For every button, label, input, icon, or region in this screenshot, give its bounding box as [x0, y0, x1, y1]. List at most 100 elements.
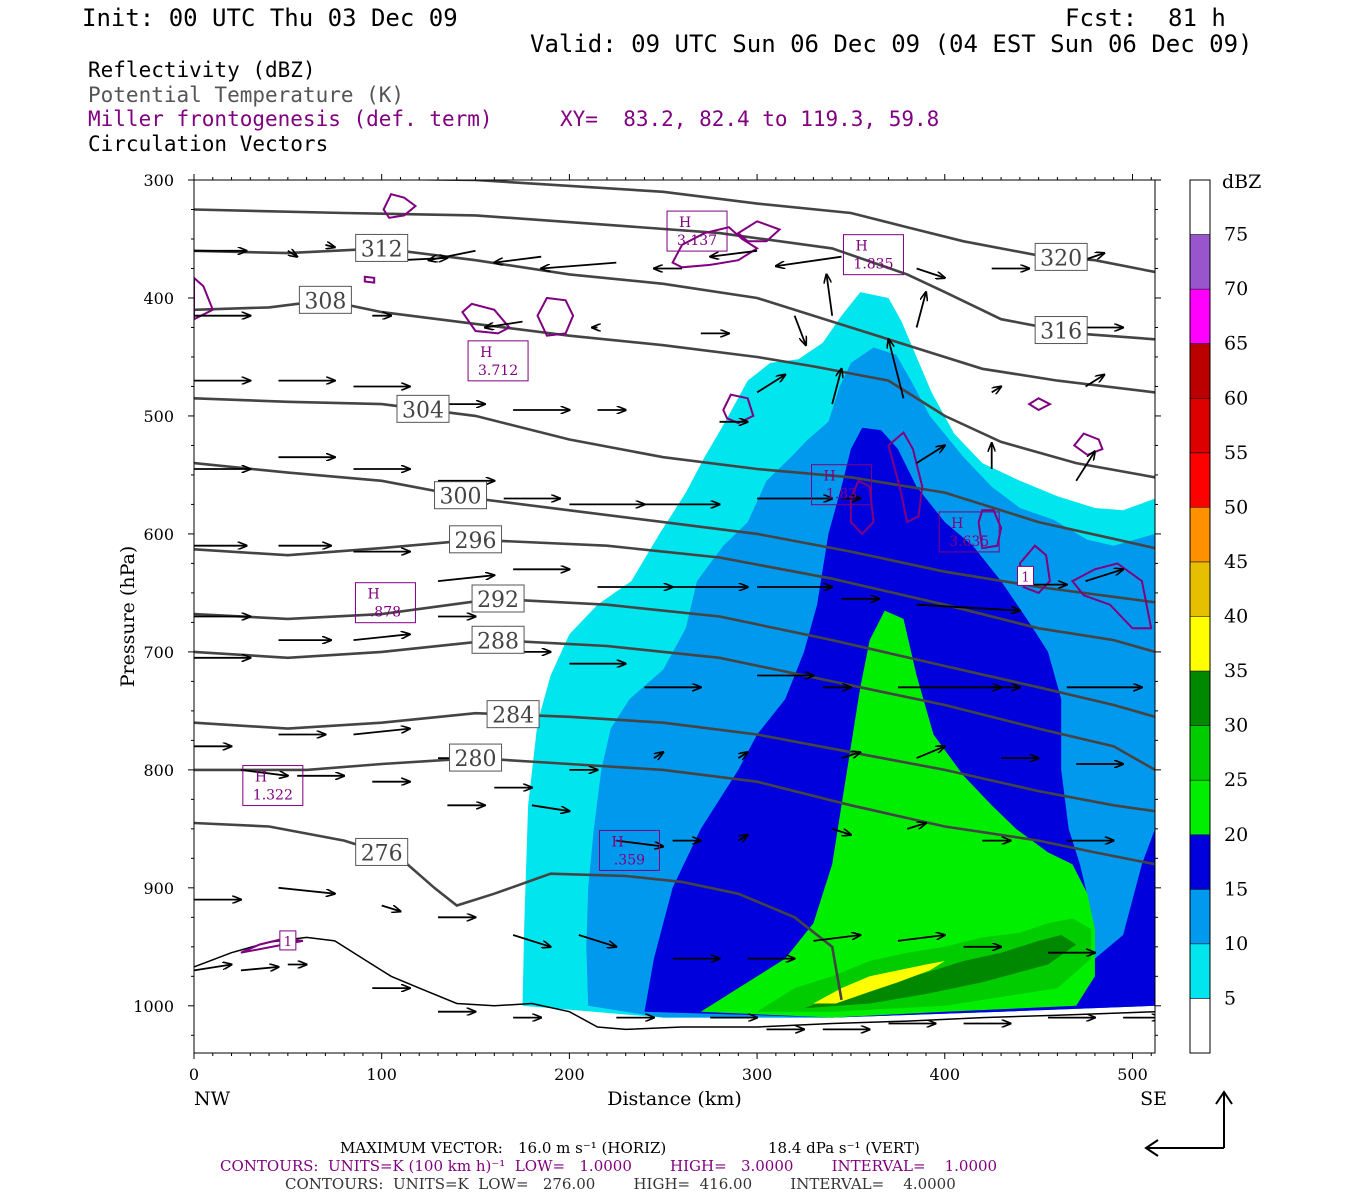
- circulation-vector: [991, 387, 1001, 393]
- x-axis-right-label: SE: [1140, 1088, 1167, 1110]
- init-time: Init: 00 UTC Thu 03 Dec 09: [82, 4, 458, 32]
- y-tick-label: 400: [143, 289, 174, 308]
- frontogenesis-contour: [671, 226, 759, 269]
- colorbar-level-label: 40: [1224, 606, 1248, 628]
- circulation-vector: [653, 752, 663, 758]
- circulation-vector: [841, 752, 861, 759]
- frontogenesis-high-marker: H: [611, 834, 623, 850]
- frontogenesis-label-box: [811, 464, 873, 506]
- colorbar-swatch: [1190, 616, 1210, 672]
- colorbar-level-label: 60: [1224, 387, 1248, 409]
- circulation-vector: [541, 261, 617, 269]
- x-axis-label: Distance (km): [607, 1088, 742, 1110]
- theta-label-box-304: [396, 394, 450, 423]
- x-tick-label: 500: [1117, 1065, 1148, 1084]
- colorbar-swatch: [1190, 234, 1210, 290]
- frontogenesis-high-marker: H: [679, 215, 691, 231]
- circulation-vector: [1075, 451, 1095, 482]
- circulation-vector: [776, 255, 842, 266]
- frontogenesis-label-box: [598, 829, 660, 871]
- circulation-vector: [512, 934, 551, 947]
- circulation-vector: [485, 320, 523, 328]
- circulation-vector: [616, 839, 663, 847]
- circulation-vector: [916, 445, 945, 464]
- circulation-vector: [578, 934, 617, 947]
- frontogenesis-contour: [1072, 432, 1104, 457]
- circulation-vector: [1085, 375, 1105, 388]
- frontogenesis-label-box: [354, 582, 416, 624]
- frontogenesis-contour: [1018, 544, 1051, 595]
- colorbar-swatch: [1190, 998, 1210, 1053]
- frontogenesis-high-marker: H: [855, 239, 867, 255]
- frontogenesis-high-marker: H: [255, 770, 267, 786]
- theta-label-316: 316: [1040, 320, 1082, 345]
- circulation-vector: [194, 965, 232, 972]
- theta-label-box-288: [471, 625, 525, 654]
- circulation-vector: [827, 274, 834, 316]
- frontogenesis-high-marker: H: [824, 469, 836, 485]
- theta-label-300: 300: [440, 485, 482, 510]
- theta-label-280: 280: [455, 747, 497, 772]
- frontogenesis-contours: [194, 193, 1153, 954]
- theta-label-box-316: [1034, 316, 1088, 345]
- x-tick-label: 0: [189, 1065, 199, 1084]
- colorbar-swatch: [1190, 452, 1210, 508]
- legend-xy: XY= 83.2, 82.4 to 119.3, 59.8: [560, 107, 940, 131]
- circulation-vector: [531, 804, 570, 811]
- x-axis-left-label: NW: [194, 1088, 231, 1110]
- y-tick-label: 500: [143, 407, 174, 426]
- x-tick-label: 200: [554, 1065, 585, 1084]
- reflectivity-fill: [522, 292, 1155, 1018]
- theta-contour-280: [194, 756, 1155, 866]
- frontogenesis-contour-label: 1: [284, 935, 292, 950]
- colorbar-swatch: [1190, 180, 1210, 235]
- theta-contour-296: [194, 538, 1155, 654]
- circulation-vector: [429, 249, 476, 260]
- axes: 300 400 500 600 700 800 900 1000 0 100 200 300 400 50…: [117, 171, 1167, 1110]
- frontogenesis-label-box: [242, 765, 304, 807]
- circulation-vector: [906, 823, 926, 830]
- theta-label-292: 292: [477, 588, 519, 613]
- colorbar-swatch: [1190, 725, 1210, 781]
- theta-label-box-312: [355, 233, 409, 262]
- circulation-vector: [240, 967, 279, 971]
- frontogenesis-contour: [1027, 397, 1053, 412]
- max-vector-label: MAXIMUM VECTOR:: [340, 1139, 503, 1157]
- forecast-hours: 81 h: [1168, 4, 1226, 32]
- theta-contour-308: [194, 298, 1155, 479]
- theta-label-box-276: [355, 837, 409, 866]
- circulation-vector: [737, 752, 747, 758]
- colorbar-swatch: [1190, 561, 1210, 617]
- circulation-vector: [240, 769, 288, 776]
- frontogenesis-label-box: [938, 511, 1000, 553]
- frontogenesis-label-value: .878: [370, 605, 401, 621]
- theta-label-box-308: [298, 285, 352, 314]
- theta-label-box-320: [1034, 242, 1088, 271]
- theta-label-284: 284: [492, 704, 534, 729]
- circulation-vector: [353, 729, 410, 736]
- colorbar-swatch: [1190, 507, 1210, 562]
- colorbar-unit: dBZ: [1222, 171, 1261, 193]
- y-axis-label: Pressure (hPa): [117, 546, 139, 688]
- theta-label-box-300: [434, 481, 488, 510]
- frontogenesis-contour: [382, 193, 418, 219]
- colorbar-level-label: 70: [1224, 278, 1248, 300]
- colorbar-level-label: 25: [1224, 769, 1248, 791]
- circulation-vector: [287, 251, 297, 257]
- circulation-vector: [494, 255, 542, 263]
- x-tick-label: 400: [930, 1065, 961, 1084]
- frontogenesis-contour: [736, 220, 782, 243]
- circulation-vector: [916, 603, 1020, 611]
- forecast-label: Fcst:: [1065, 4, 1138, 32]
- colorbar-level-label: 20: [1224, 824, 1248, 846]
- colorbar-level-label: 45: [1224, 551, 1248, 573]
- theta-contours: [194, 180, 1155, 1001]
- circulation-vector: [710, 249, 758, 257]
- colorbar-swatch: [1190, 671, 1210, 726]
- frontogenesis-label-box: [842, 234, 904, 276]
- colorbar-swatch: [1190, 398, 1210, 453]
- colorbar-level-label: 75: [1224, 224, 1248, 246]
- colorbar-level-label: 30: [1224, 715, 1248, 737]
- theta-label-box-292: [471, 584, 525, 613]
- y-tick-label: 1000: [133, 997, 174, 1016]
